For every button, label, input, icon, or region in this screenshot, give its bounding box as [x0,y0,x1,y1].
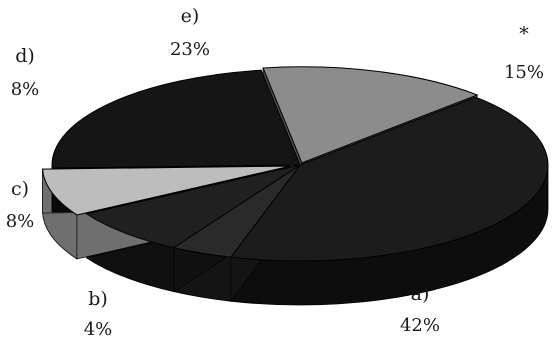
slice-percent-1: 42% [400,315,440,336]
slice-percent-4: 8% [11,79,40,100]
pie-slice-4 [41,165,291,216]
slice-percent-5: 23% [170,39,210,60]
slice-percent-2: 4% [84,319,113,340]
slice-label-1: a) [411,283,430,305]
pie-slice-3 [85,164,301,249]
slice-label-4: d) [15,45,35,67]
slice-label-5: e) [181,5,200,27]
pie-labels: a) 42% b) 4% c) 8% d) 8% e) 23% * 15% [6,5,544,340]
pie-slice-6 [262,66,479,164]
slice-label-6: * [519,23,529,45]
pie-slice-1 [229,96,549,262]
pie-top-faces [41,66,549,262]
pie-slice-5 [51,69,301,169]
slice-label-2: b) [88,288,108,310]
slice-percent-6: 15% [504,62,544,83]
slice-percent-3: 8% [6,211,35,232]
slice-label-3: c) [11,178,29,200]
